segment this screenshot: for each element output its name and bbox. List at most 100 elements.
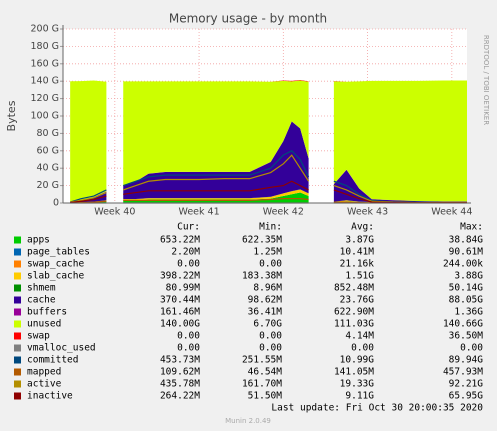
legend-stat: 23.76G [340,295,375,306]
area-series [70,121,467,203]
y-tick-label: 40 G [37,163,59,174]
legend-stat: 457.93M [443,367,483,378]
footer: Last update: Fri Oct 30 20:00:35 2020 [271,403,483,414]
legend-stat: 0.00 [259,331,282,342]
legend-stat: 50.14G [449,283,484,294]
legend-label: slab_cache [27,271,84,282]
legend-label: active [27,379,62,390]
x-tick-label: Week 44 [431,207,472,218]
legend-stat: 0.00 [351,343,374,354]
legend-label: swap_cache [27,259,84,270]
y-tick-label: 100 G [30,111,59,122]
legend-stat: 852.48M [334,283,374,294]
y-tick-label: 180 G [30,41,59,52]
legend-swatch [14,236,21,244]
legend-stat: 111.03G [334,319,374,330]
legend-stat: 98.62M [248,295,283,306]
legend-swatch [14,356,21,364]
x-tick-label: Week 43 [347,207,388,218]
legend-stat: 161.70M [242,379,282,390]
legend-stat: 0.00 [177,331,200,342]
legend-swatch [14,284,21,292]
legend-label: vmalloc_used [27,343,96,354]
x-tick-label: Week 40 [94,207,135,218]
y-tick-label: 200 G [30,24,59,35]
legend-stat: 398.22M [160,271,200,282]
legend-header: Cur: [177,222,200,233]
legend-swatch [14,248,21,256]
legend-stat: 36.41M [248,307,283,318]
legend-stat: 38.84G [449,235,484,246]
area-series [70,80,467,202]
side-note: RRDTOOL / TOBI OETIKER [482,35,490,125]
legend-label: buffers [27,307,67,318]
legend-stat: 88.05G [449,295,484,306]
legend-swatch [14,380,21,388]
legend-stat: 51.50M [248,391,283,402]
legend-stat: 92.21G [449,379,484,390]
legend-stat: 653.22M [160,235,200,246]
y-tick-label: 20 G [37,180,59,191]
legend-swatch [14,308,21,316]
legend-stat: 244.00k [443,259,483,270]
legend-stat: 3.87G [345,235,374,246]
legend-swatch [14,296,21,304]
version: Munin 2.0.49 [225,417,271,425]
legend-stat: 109.62M [160,367,200,378]
legend-swatch [14,260,21,268]
legend-stat: 0.00 [259,343,282,354]
legend-stat: 140.66G [443,319,483,330]
legend-label: mapped [27,367,61,378]
axes: 0 20 G 40 G 60 G 80 G 100 G 120 G 140 G 160 G 180… [30,24,472,218]
legend-stat: 36.50M [449,331,484,342]
legend-stat: 435.78M [160,379,200,390]
legend-header: Max: [460,222,483,233]
legend-stat: 8.96M [253,283,282,294]
legend-stat: 370.44M [160,295,200,306]
legend-stat: 19.33G [340,379,375,390]
legend-stat: 622.35M [242,235,282,246]
legend-stat: 141.05M [334,367,374,378]
legend-stat: 65.95G [449,391,484,402]
area-series [70,189,467,203]
legend-stat: 46.54M [248,367,283,378]
legend-stat: 183.38M [242,271,282,282]
legend-stat: 2.20M [171,247,200,258]
y-tick-label: 60 G [37,145,59,156]
legend-swatch [14,332,21,340]
y-tick-label: 160 G [30,58,59,69]
y-tick-label: 120 G [30,93,59,104]
legend-stat: 622.90M [334,307,374,318]
x-tick-label: Week 41 [179,207,220,218]
legend-swatch [14,368,21,376]
legend-stat: 10.41M [340,247,375,258]
legend-stat: 161.46M [160,307,200,318]
legend-stat: 9.11G [345,391,374,402]
legend-swatch [14,392,21,400]
legend-label: page_tables [27,247,90,258]
legend-stat: 251.55M [242,355,282,366]
legend-stat: 0.00 [460,343,483,354]
legend-stat: 1.36G [454,307,483,318]
legend-stat: 140.00G [160,319,200,330]
legend-stat: 1.25M [253,247,282,258]
legend-stat: 10.99G [340,355,375,366]
legend-swatch [14,344,21,352]
legend-label: apps [27,235,50,246]
marks [69,80,467,204]
legend-stat: 3.88G [454,271,483,282]
legend-stat: 0.00 [177,343,200,354]
legend-stat: 264.22M [160,391,200,402]
legend-label: shmem [27,283,56,294]
legend-label: inactive [27,391,73,402]
legend-swatch [14,320,21,328]
legend-swatch [14,272,21,280]
legend-stat: 0.00 [177,259,200,270]
legend-stat: 21.16k [340,259,375,270]
y-tick-label: 140 G [30,76,59,87]
legend-stat: 80.99M [166,283,201,294]
legend-stat: 4.14M [345,331,374,342]
legend-stat: 89.94G [449,355,484,366]
legend-label: unused [27,319,61,330]
